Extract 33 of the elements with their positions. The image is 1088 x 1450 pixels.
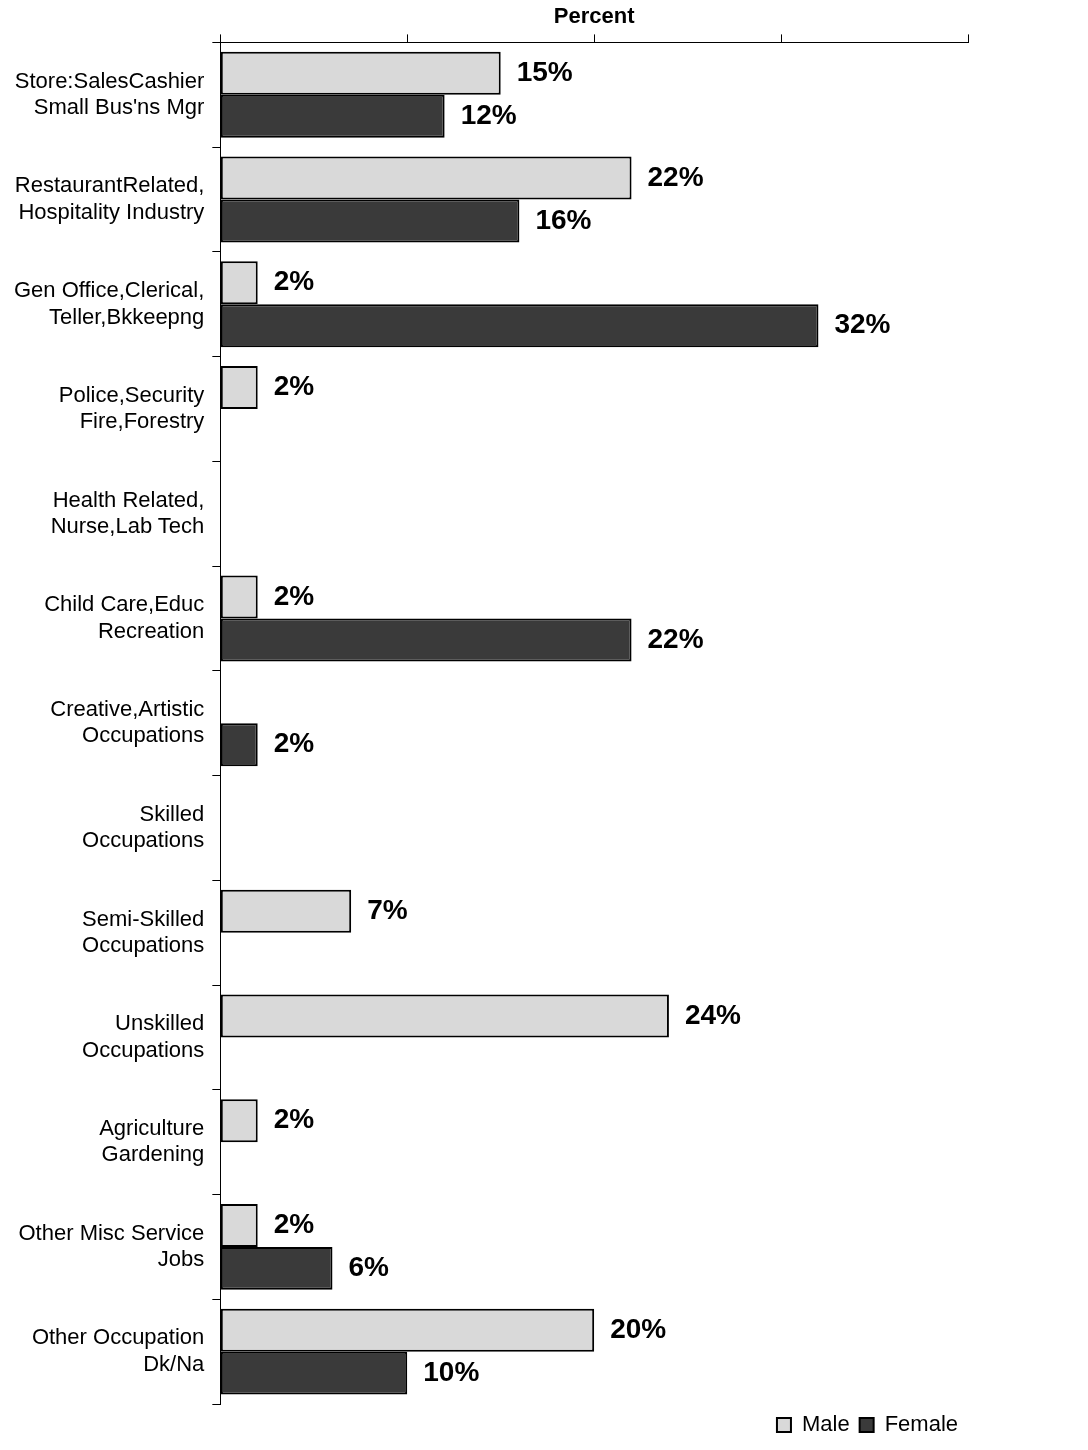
y-tick-label: Police,Security Fire,Forestry (58, 381, 205, 434)
data-label: 2% (273, 1208, 315, 1240)
data-label: 22% (647, 622, 704, 654)
data-label: 7% (367, 893, 408, 925)
data-label: 2% (273, 727, 315, 759)
y-tick-label: Health Related, Nurse,Lab Tech (50, 486, 205, 538)
y-tick-label: RestaurantRelated, Hospitality Industry (14, 172, 205, 224)
data-label: 6% (348, 1251, 390, 1283)
y-tick-label: Child Care,Educ Recreation (44, 591, 205, 643)
y-tick-label: Other Misc Service Jobs (18, 1219, 205, 1272)
data-label: 32% (834, 308, 891, 340)
data-label: 2% (273, 579, 315, 611)
legend-label: Male (801, 1411, 850, 1437)
data-label: 20% (610, 1312, 667, 1344)
data-label: 2% (273, 370, 315, 402)
y-tick-label: Other Occupation Dk/Na (31, 1324, 206, 1376)
y-tick-label: Skilled Occupations (82, 800, 205, 853)
data-label: 15% (516, 56, 573, 88)
legend-label: Female (884, 1411, 958, 1437)
x-axis-title: Percent (553, 3, 636, 29)
y-tick-label: Semi-Skilled Occupations (82, 905, 205, 957)
y-tick-label: Store:SalesCashier Small Bus'ns Mgr (14, 67, 205, 120)
y-tick-label: Unskilled Occupations (82, 1010, 205, 1062)
data-label: 24% (684, 998, 742, 1030)
data-label: 2% (273, 265, 315, 297)
y-tick-label: Gen Office,Clerical, Teller,Bkkeepng (13, 277, 205, 329)
data-label: 16% (535, 203, 592, 235)
data-label: 22% (647, 160, 704, 192)
data-label: 2% (273, 1103, 315, 1135)
data-label: 12% (460, 98, 517, 130)
y-tick-label: Agriculture Gardening (99, 1115, 205, 1167)
y-tick-label: Creative,Artistic Occupations (50, 696, 205, 748)
data-label: 10% (423, 1355, 480, 1387)
